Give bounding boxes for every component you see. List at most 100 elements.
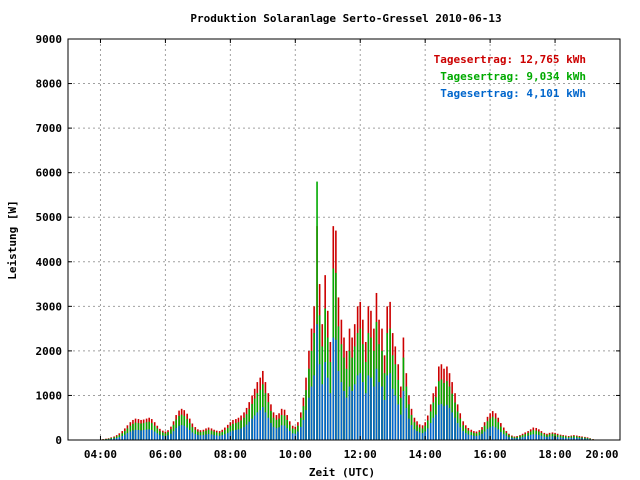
bar-series2-66 (278, 427, 280, 440)
y-tick-label-6: 6000 (36, 167, 63, 180)
bar-series2-121 (426, 428, 429, 440)
bar-series2-22 (159, 434, 161, 440)
bar-series2-91 (345, 397, 348, 440)
bar-series2-167 (551, 436, 554, 440)
y-axis-ticks: 0 1000 2000 3000 4000 5000 6000 7000 8000 9000 (36, 33, 620, 447)
bar-series2-174 (570, 437, 573, 440)
y-tick-label-0: 0 (55, 434, 62, 447)
y-tick-label-3: 3000 (36, 300, 63, 313)
bar-series2-74 (300, 426, 302, 440)
bar-series2-47 (226, 432, 229, 440)
y-tick-label-5: 5000 (36, 211, 63, 224)
bar-series2-106 (386, 375, 388, 440)
bar-series2-56 (251, 418, 253, 440)
bar-series2-33 (188, 429, 191, 440)
bar-series2-148 (500, 431, 502, 440)
bar-series2-84 (326, 377, 329, 440)
bar-series2-40 (207, 433, 210, 440)
bar-series2-9 (124, 434, 126, 440)
bar-series2-126 (440, 403, 443, 440)
bar-series2-51 (237, 429, 240, 440)
bar-series1-80 (316, 181, 318, 440)
bar-series2-92 (348, 386, 351, 440)
bar-series2-141 (481, 433, 483, 440)
bar-series2-87 (335, 339, 337, 440)
bar-series2-8 (121, 435, 124, 440)
bar-series2-171 (562, 437, 564, 440)
bar-series2-44 (218, 435, 221, 440)
bar-series2-93 (351, 390, 353, 440)
bar-series2-11 (129, 431, 132, 440)
bar-series2-28 (175, 427, 177, 440)
bar-series2-98 (364, 393, 367, 440)
bar-series2-27 (172, 431, 175, 440)
bar-series2-176 (576, 437, 578, 440)
bar-series2-144 (489, 427, 491, 440)
chart-title: Produktion Solaranlage Serto-Gressel 201… (190, 12, 501, 25)
bar-series2-172 (564, 437, 567, 440)
y-axis-label: Leistung [W] (6, 200, 19, 279)
bar-series2-21 (156, 433, 159, 440)
bar-series2-143 (486, 428, 489, 440)
bar-series2-73 (297, 431, 299, 440)
bar-series2-83 (324, 362, 326, 440)
bar-series2-97 (362, 382, 364, 440)
bar-series2-13 (134, 429, 137, 440)
bar-series2-140 (478, 435, 481, 440)
bar-series2-54 (245, 424, 248, 440)
bar-series2-142 (483, 431, 486, 440)
bar-series2-101 (373, 386, 375, 440)
bar-series2-133 (459, 427, 462, 440)
bar-series2-88 (337, 370, 340, 440)
bar-series2-77 (308, 397, 310, 440)
y-tick-label-9: 9000 (36, 33, 63, 46)
bar-series2-5 (113, 438, 115, 440)
bar-series2-79 (313, 375, 315, 440)
y-tick-label-2: 2000 (36, 345, 63, 358)
bars (99, 181, 594, 440)
bar-series2-131 (454, 417, 456, 440)
bar-series2-43 (215, 435, 218, 440)
bar-series2-69 (286, 428, 288, 440)
y-tick-label-1: 1000 (36, 389, 63, 402)
bar-series2-118 (418, 432, 421, 440)
bar-series2-78 (310, 386, 313, 440)
legend-entry-2: Tagesertrag: 4,101 kWh (440, 87, 586, 100)
bar-series2-145 (491, 426, 494, 440)
bar-series2-16 (142, 429, 145, 440)
bar-series2-49 (232, 430, 234, 440)
bar-series2-111 (400, 414, 402, 440)
bar-series2-67 (280, 425, 283, 440)
bar-series2-105 (383, 399, 386, 440)
bar-series2-109 (394, 395, 397, 440)
bar-series2-17 (145, 429, 148, 440)
bar-series2-163 (540, 435, 543, 440)
bar-series2-89 (340, 382, 343, 440)
bar-series2-120 (424, 431, 426, 440)
y-tick-label-7: 7000 (36, 122, 63, 135)
bar-series2-115 (410, 425, 413, 440)
bar-series2-161 (535, 434, 538, 440)
bar-series2-42 (213, 435, 215, 440)
x-axis-label: Zeit (UTC) (309, 466, 375, 479)
bar-series2-64 (272, 426, 275, 440)
plot-frame (67, 38, 621, 441)
x-tick-label-1: 06:00 (149, 448, 182, 461)
bar-series2-117 (416, 431, 418, 440)
bar-series2-146 (494, 427, 497, 440)
bar-series2-99 (367, 375, 370, 440)
x-tick-label-3: 10:00 (279, 448, 312, 461)
bar-series2-68 (283, 425, 286, 440)
bar-series2-175 (573, 437, 575, 440)
grid-lines (68, 39, 620, 440)
x-axis-ticks: 04:00 06:00 08:00 10:00 12:00 14:00 16:00 18:00… (84, 39, 621, 461)
bar-series2-155 (519, 437, 521, 440)
bar-series2-108 (391, 388, 394, 440)
bar-series2-178 (581, 438, 583, 440)
x-tick-label-0: 04:00 (84, 448, 117, 461)
bar-series2-154 (516, 438, 518, 440)
bar-series2-25 (167, 435, 169, 440)
bar-series2-122 (429, 423, 432, 440)
bar-series2-20 (153, 431, 156, 440)
